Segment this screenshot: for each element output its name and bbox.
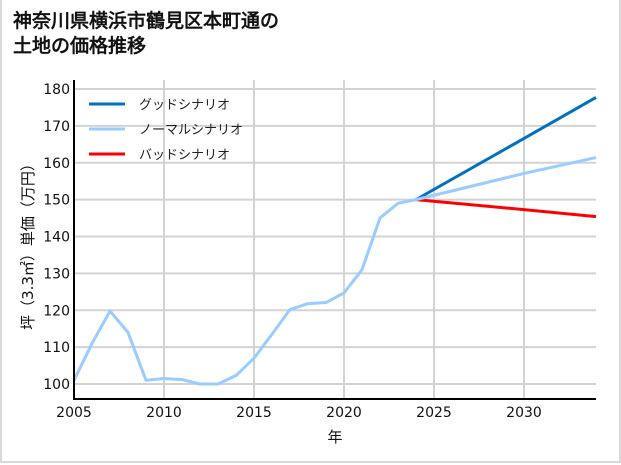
chart-title-line1: 神奈川県横浜市鶴見区本町通の (13, 10, 280, 32)
x-tick-label: 2025 (416, 405, 452, 421)
x-tick-label: 2015 (236, 405, 272, 421)
y-tick-label: 180 (43, 82, 70, 98)
series-line (72, 156, 597, 386)
x-tick-label: 2010 (146, 405, 182, 421)
chart-title: 神奈川県横浜市鶴見区本町通の 土地の価格推移 (13, 9, 279, 59)
x-tick-label: 2030 (506, 405, 542, 421)
series-line (415, 96, 597, 201)
legend-label: ノーマルシナリオ (139, 123, 243, 138)
y-axis-label: 坪（3.3㎡）単価（万円） (19, 156, 37, 330)
y-tick-label: 100 (43, 377, 70, 393)
legend-label: グッドシナリオ (139, 98, 230, 113)
x-tick-label: 2005 (56, 405, 92, 421)
axes (73, 80, 596, 400)
y-tick-label: 170 (43, 119, 70, 135)
y-tick-label: 150 (43, 193, 70, 209)
y-tick-label: 140 (43, 230, 70, 246)
y-tick-label: 130 (43, 266, 70, 282)
chart-title-line2: 土地の価格推移 (13, 35, 147, 57)
x-tick-label: 2020 (326, 405, 362, 421)
x-axis-label: 年 (327, 428, 342, 446)
legend-label: バッドシナリオ (139, 148, 230, 163)
series-lines (72, 96, 597, 386)
y-tick-label: 160 (43, 156, 70, 172)
y-tick-label: 120 (43, 303, 70, 319)
series-line (415, 198, 597, 219)
tick-labels: 100 110 120 130 140 150 160 170 180 2005 2010 2015 2… (43, 82, 542, 421)
y-tick-label: 110 (43, 340, 70, 356)
